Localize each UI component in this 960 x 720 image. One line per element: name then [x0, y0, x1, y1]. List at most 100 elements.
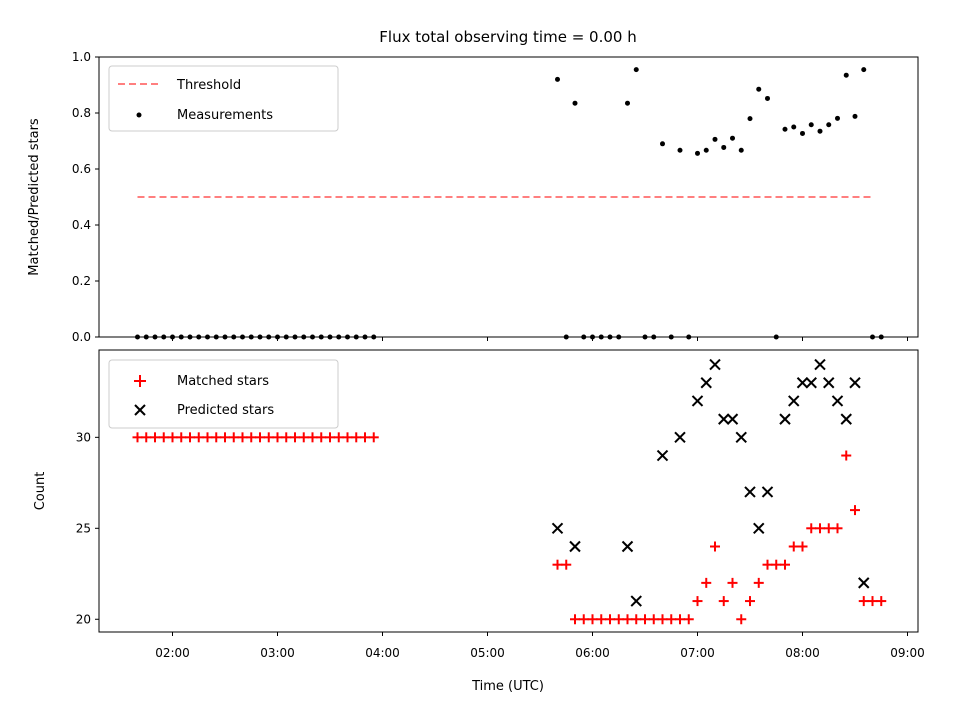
measurement-point — [178, 334, 184, 340]
matched-star-point — [710, 541, 720, 552]
measurement-point — [660, 141, 665, 147]
matched-star-point — [220, 432, 230, 443]
measurement-point — [292, 334, 298, 340]
matched-star-point — [613, 614, 624, 625]
top-y-tick-label: 0.6 — [72, 162, 91, 176]
matched-star-point — [622, 614, 633, 625]
measurement-point — [843, 72, 849, 78]
matched-star-point — [141, 432, 152, 443]
predicted-star-point — [823, 377, 835, 389]
measurement-point — [677, 147, 683, 153]
top-panel: Matched/Predicted stars 0.0 0.2 0.4 0.6 0.8 1… — [27, 50, 919, 344]
matched-star-point — [325, 432, 335, 443]
measurement-point — [870, 334, 875, 340]
top-legend: Threshold Measurements — [108, 65, 339, 132]
matched-star-point — [640, 614, 650, 625]
matched-star-point — [745, 596, 755, 607]
measurement-point — [852, 113, 858, 119]
measurement-point — [257, 334, 263, 340]
bottom-y-tick-label: 30 — [76, 430, 91, 444]
measurement-points — [135, 67, 884, 340]
measurement-point — [310, 334, 315, 340]
predicted-star-point — [700, 377, 712, 389]
bottom-y-tick-label: 25 — [76, 521, 91, 535]
predicted-star-point — [761, 486, 774, 498]
matched-star-point — [281, 432, 292, 443]
measurement-point — [327, 334, 333, 340]
x-tick-label: 09:00 — [890, 646, 925, 660]
matched-star-point — [753, 577, 764, 588]
matched-star-point — [841, 450, 852, 461]
predicted-star-point — [744, 486, 756, 498]
bottom-y-tick-label: 20 — [76, 612, 91, 626]
matched-star-point — [176, 432, 187, 443]
predicted-star-point — [726, 413, 739, 425]
top-y-tick-label: 0.8 — [72, 106, 91, 120]
matched-star-point — [596, 614, 607, 625]
bottom-y-axis-label: Count — [33, 472, 48, 511]
measurement-point — [362, 334, 368, 340]
predicted-star-point — [718, 413, 730, 425]
top-y-tick-label: 0.2 — [72, 274, 91, 288]
measurement-point — [861, 67, 867, 73]
matched-star-point — [578, 614, 589, 625]
predicted-star-point — [831, 395, 844, 407]
matched-star-point — [850, 505, 860, 516]
measurement-point — [712, 136, 718, 142]
measurement-point — [248, 334, 254, 340]
matched-star-point — [255, 432, 265, 443]
matched-star-point — [587, 614, 598, 625]
predicted-star-point — [796, 377, 809, 389]
matched-star-point — [701, 577, 712, 588]
measurement-point — [808, 122, 814, 128]
matched-star-point — [648, 614, 659, 625]
measurement-point — [275, 334, 280, 340]
legend-threshold-label: Threshold — [176, 78, 241, 93]
matched-star-point — [351, 432, 362, 443]
legend-matched-swatch — [134, 375, 146, 387]
bottom-legend-box — [108, 359, 339, 429]
bottom-y-ticks: 20 25 30 — [76, 430, 99, 626]
measurement-point — [598, 334, 604, 340]
measurement-point — [205, 334, 210, 340]
measurement-point — [170, 334, 175, 340]
top-y-tick-label: 1.0 — [72, 50, 91, 64]
predicted-stars-points — [551, 358, 870, 607]
measurement-point — [555, 76, 560, 82]
matched-star-point — [666, 614, 677, 625]
measurement-point — [765, 95, 770, 101]
matched-star-point — [867, 596, 878, 607]
matched-star-point — [823, 523, 834, 534]
predicted-star-point — [630, 595, 642, 607]
matched-star-point — [561, 559, 572, 570]
measurement-point — [301, 334, 307, 340]
matched-star-point — [832, 523, 843, 534]
matched-star-point — [675, 614, 685, 625]
top-y-tick-label: 0.0 — [72, 330, 91, 344]
legend-measurements-label: Measurements — [177, 108, 273, 123]
top-panel-frame — [98, 56, 919, 338]
measurement-point — [721, 144, 727, 150]
predicted-star-point — [805, 377, 817, 389]
matched-star-point — [158, 432, 169, 443]
matched-star-point — [736, 614, 747, 625]
x-axis-label: Time (UTC) — [471, 679, 544, 694]
legend-matched-label: Matched stars — [177, 374, 269, 389]
chart-title: Flux total observing time = 0.00 h — [379, 28, 636, 46]
measurement-point — [878, 334, 884, 340]
matched-star-point — [858, 596, 869, 607]
top-y-axis-label: Matched/Predicted stars — [27, 118, 42, 276]
matched-star-point — [263, 432, 274, 443]
bottom-legend: Matched stars Predicted stars — [108, 359, 339, 429]
matched-star-point — [237, 432, 248, 443]
measurement-point — [791, 124, 797, 130]
legend-measurements-swatch — [136, 112, 142, 118]
matched-star-point — [605, 614, 615, 625]
matched-star-point — [771, 559, 782, 570]
measurement-point — [135, 334, 140, 340]
legend-predicted-label: Predicted stars — [177, 403, 274, 418]
measurement-point — [625, 100, 630, 106]
measurement-point — [695, 150, 700, 156]
